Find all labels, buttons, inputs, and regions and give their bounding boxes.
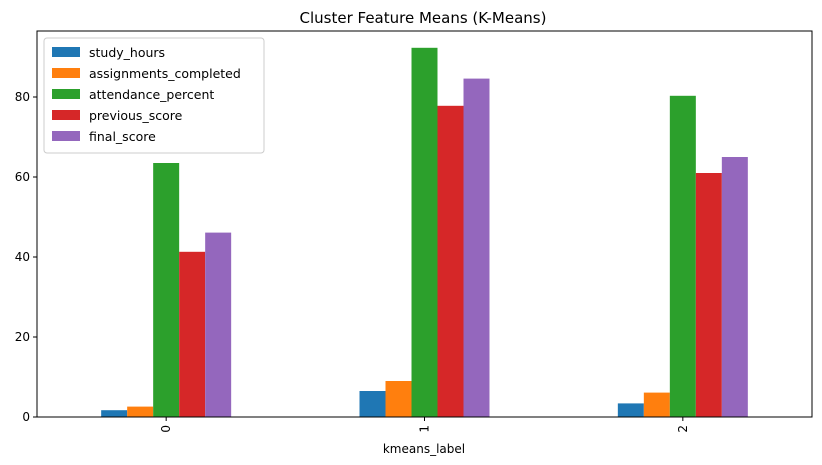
bar-attendance_percent-cluster-0 (153, 163, 180, 417)
legend-label-final_score: final_score (89, 129, 156, 144)
bar-attendance_percent-cluster-1 (411, 47, 438, 418)
legend-swatch-study_hours (52, 47, 80, 57)
x-axis: 0 1 2 (159, 417, 690, 433)
y-tick-label: 80 (15, 90, 30, 104)
chart-title: Cluster Feature Means (K-Means) (300, 9, 547, 27)
bar-attendance_percent-cluster-2 (669, 95, 696, 418)
legend-box (43, 37, 265, 154)
bar-study_hours-cluster-0 (101, 410, 128, 417)
legend: study_hours assignments_completed attendan… (43, 37, 265, 154)
legend-label-assignments_completed: assignments_completed (89, 66, 241, 81)
legend-swatch-previous_score (52, 110, 80, 120)
legend-swatch-assignments_completed (52, 68, 80, 78)
bar-previous_score-cluster-1 (437, 105, 464, 418)
bar-final_score-cluster-2 (721, 157, 748, 417)
y-tick-label: 40 (15, 250, 30, 264)
y-tick-label: 20 (15, 330, 30, 344)
y-tick-label: 0 (22, 410, 30, 424)
y-tick-label: 60 (15, 170, 30, 184)
legend-label-attendance_percent: attendance_percent (89, 87, 214, 102)
y-axis: 0 20 40 60 80 (15, 90, 37, 424)
legend-swatch-final_score (52, 131, 80, 141)
x-axis-label: kmeans_label (383, 442, 465, 456)
bar-previous_score-cluster-0 (179, 251, 206, 417)
legend-label-study_hours: study_hours (89, 45, 165, 60)
plot-frame (36, 30, 813, 418)
bar-final_score-cluster-0 (205, 232, 232, 417)
bar-study_hours-cluster-2 (617, 403, 644, 417)
bar-assignments_completed-cluster-1 (385, 381, 412, 417)
bar-assignments_completed-cluster-0 (127, 406, 154, 417)
bar-final_score-cluster-1 (463, 78, 490, 417)
bar-assignments_completed-cluster-2 (643, 392, 670, 417)
bar-previous_score-cluster-2 (695, 173, 722, 417)
x-tick-label: 2 (676, 425, 690, 433)
x-tick-label: 0 (159, 425, 173, 433)
bars-group (101, 47, 748, 418)
legend-swatch-attendance_percent (52, 89, 80, 99)
x-tick-label: 1 (418, 425, 432, 433)
bar-study_hours-cluster-1 (359, 391, 386, 417)
legend-label-previous_score: previous_score (89, 108, 183, 123)
